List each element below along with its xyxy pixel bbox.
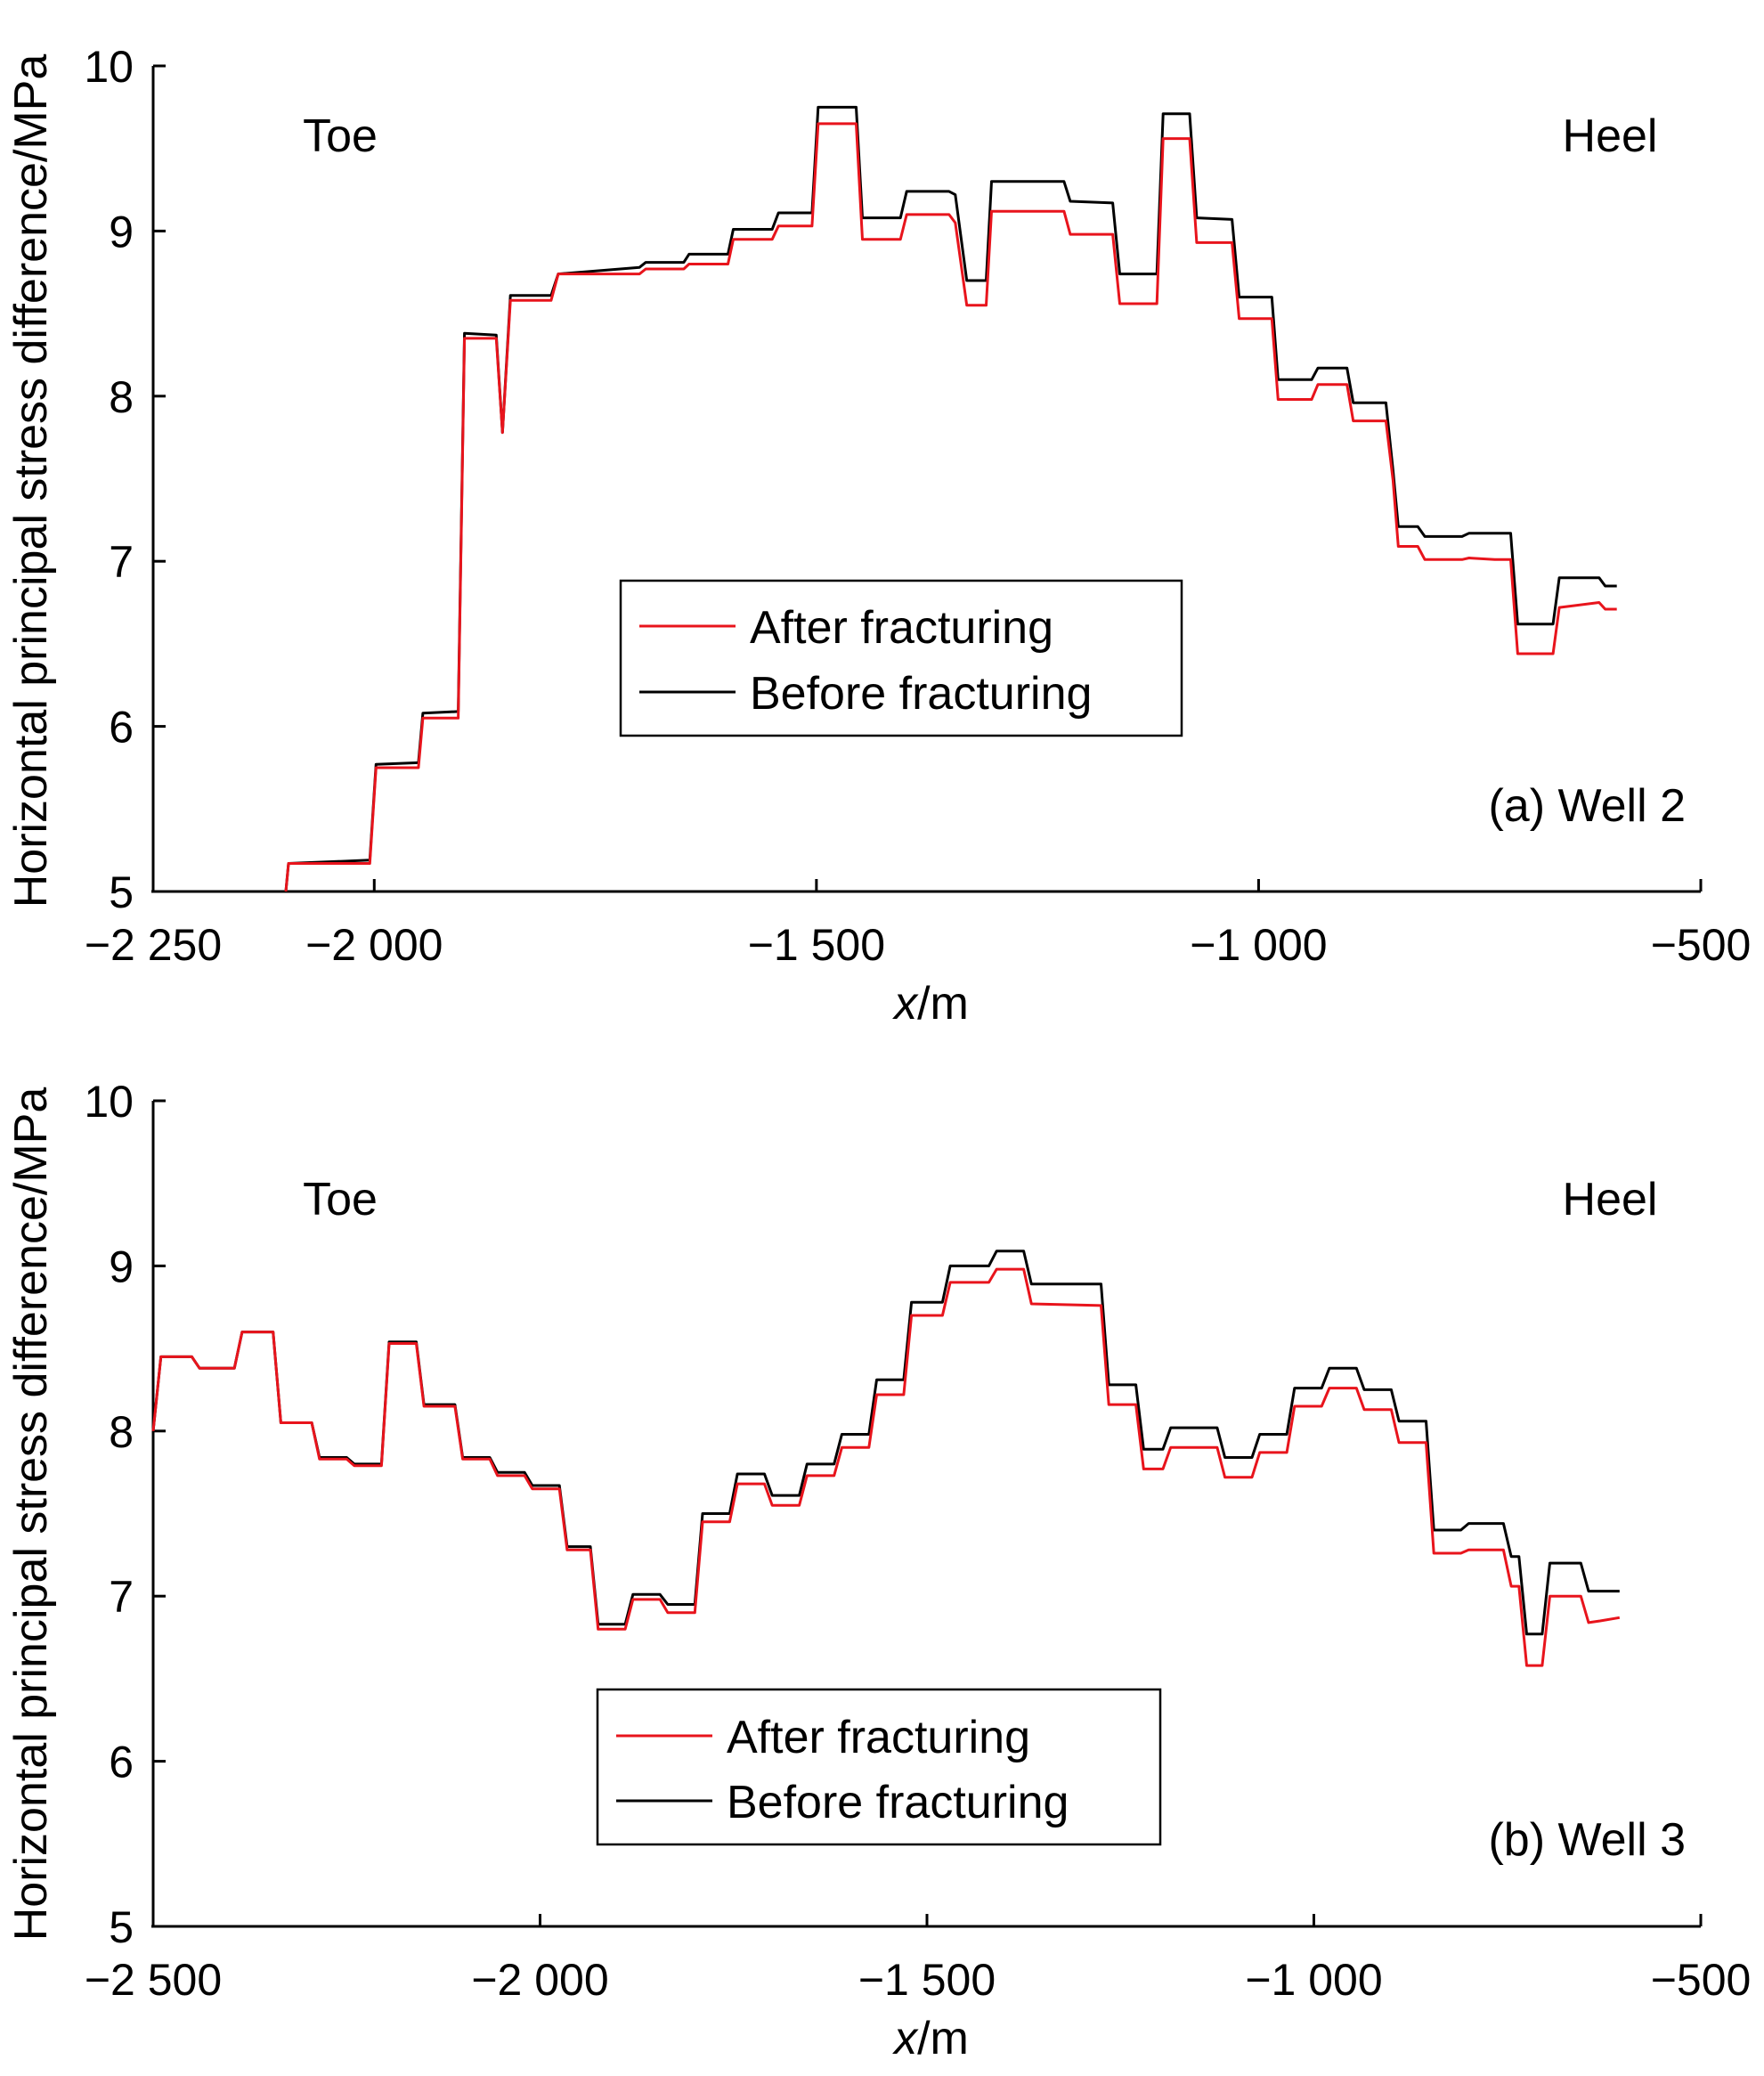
legend-box-b [596,1688,1162,1846]
x-tick-label: −1 500 [858,1955,996,2005]
x-axis-title-b-unit: /m [917,2013,969,2064]
axes-a [151,66,1701,893]
x-tick-label: −1 000 [1190,920,1327,970]
legend-box-a [619,579,1183,737]
series-line-before [151,1250,1620,1636]
y-axis-title-a: Horizontal principal stress difference/M… [5,54,57,908]
y-axis-title-b: Horizontal principal stress difference/M… [5,1087,57,1942]
heel-label-b: Heel [1563,1174,1658,1225]
panel-label-a: (a) Well 2 [1488,780,1686,832]
legend-a: After fracturing Before fracturing [619,579,1183,737]
series-line-after [284,122,1617,892]
y-tick-label: 9 [109,1242,134,1291]
ticks-b: 5 6 7 8 9 10 −2 500 −2 000 −1 500 −1 000 −500 [84,1077,1751,2005]
legend-b: After fracturing Before fracturing [596,1688,1162,1846]
x-tick-label: −2 000 [305,920,443,970]
y-tick-label: 9 [109,207,134,256]
y-tick-label: 8 [109,372,134,422]
y-tick-label: 10 [84,42,134,92]
y-tick-label: 6 [109,703,134,753]
x-tick-label: −2 250 [85,920,222,970]
y-tick-label: 6 [109,1738,134,1787]
series-lines-a [284,105,1617,892]
x-axis-title-b: x/m [891,2013,969,2064]
legend-label-before-a: Before fracturing [750,668,1092,720]
x-axis-title-a: x/m [891,978,969,1030]
y-tick-label: 5 [109,867,134,917]
heel-label-a: Heel [1563,110,1658,162]
toe-label-b: Toe [303,1174,378,1225]
ticks-a: 5 6 7 8 9 10 −2 250 −2 000 −1 500 −1 000 −500 [84,42,1751,970]
toe-label-a: Toe [303,110,378,162]
x-axis-title-a-unit: /m [917,978,969,1030]
y-tick-label: 10 [84,1077,134,1127]
series-line-before [284,105,1617,892]
x-tick-label: −500 [1651,1955,1752,2005]
x-axis-title-a-var: x [891,978,919,1030]
x-tick-label: −2 000 [471,1955,608,2005]
y-tick-label: 8 [109,1407,134,1457]
legend-label-before-b: Before fracturing [727,1777,1069,1828]
x-axis-title-b-var: x [891,2013,919,2064]
legend-label-after-a: After fracturing [750,602,1053,654]
panel-label-b: (b) Well 3 [1488,1814,1686,1866]
x-tick-label: −1 500 [748,920,885,970]
legend-label-after-b: After fracturing [727,1712,1030,1763]
y-tick-label: 7 [109,1572,134,1622]
series-line-after [151,1267,1621,1667]
x-tick-label: −500 [1651,920,1752,970]
y-tick-label: 7 [109,537,134,587]
x-tick-label: −1 000 [1245,1955,1382,2005]
x-tick-label: −2 500 [85,1955,222,2005]
y-tick-label: 5 [109,1902,134,1952]
series-lines-b [151,1250,1621,1667]
